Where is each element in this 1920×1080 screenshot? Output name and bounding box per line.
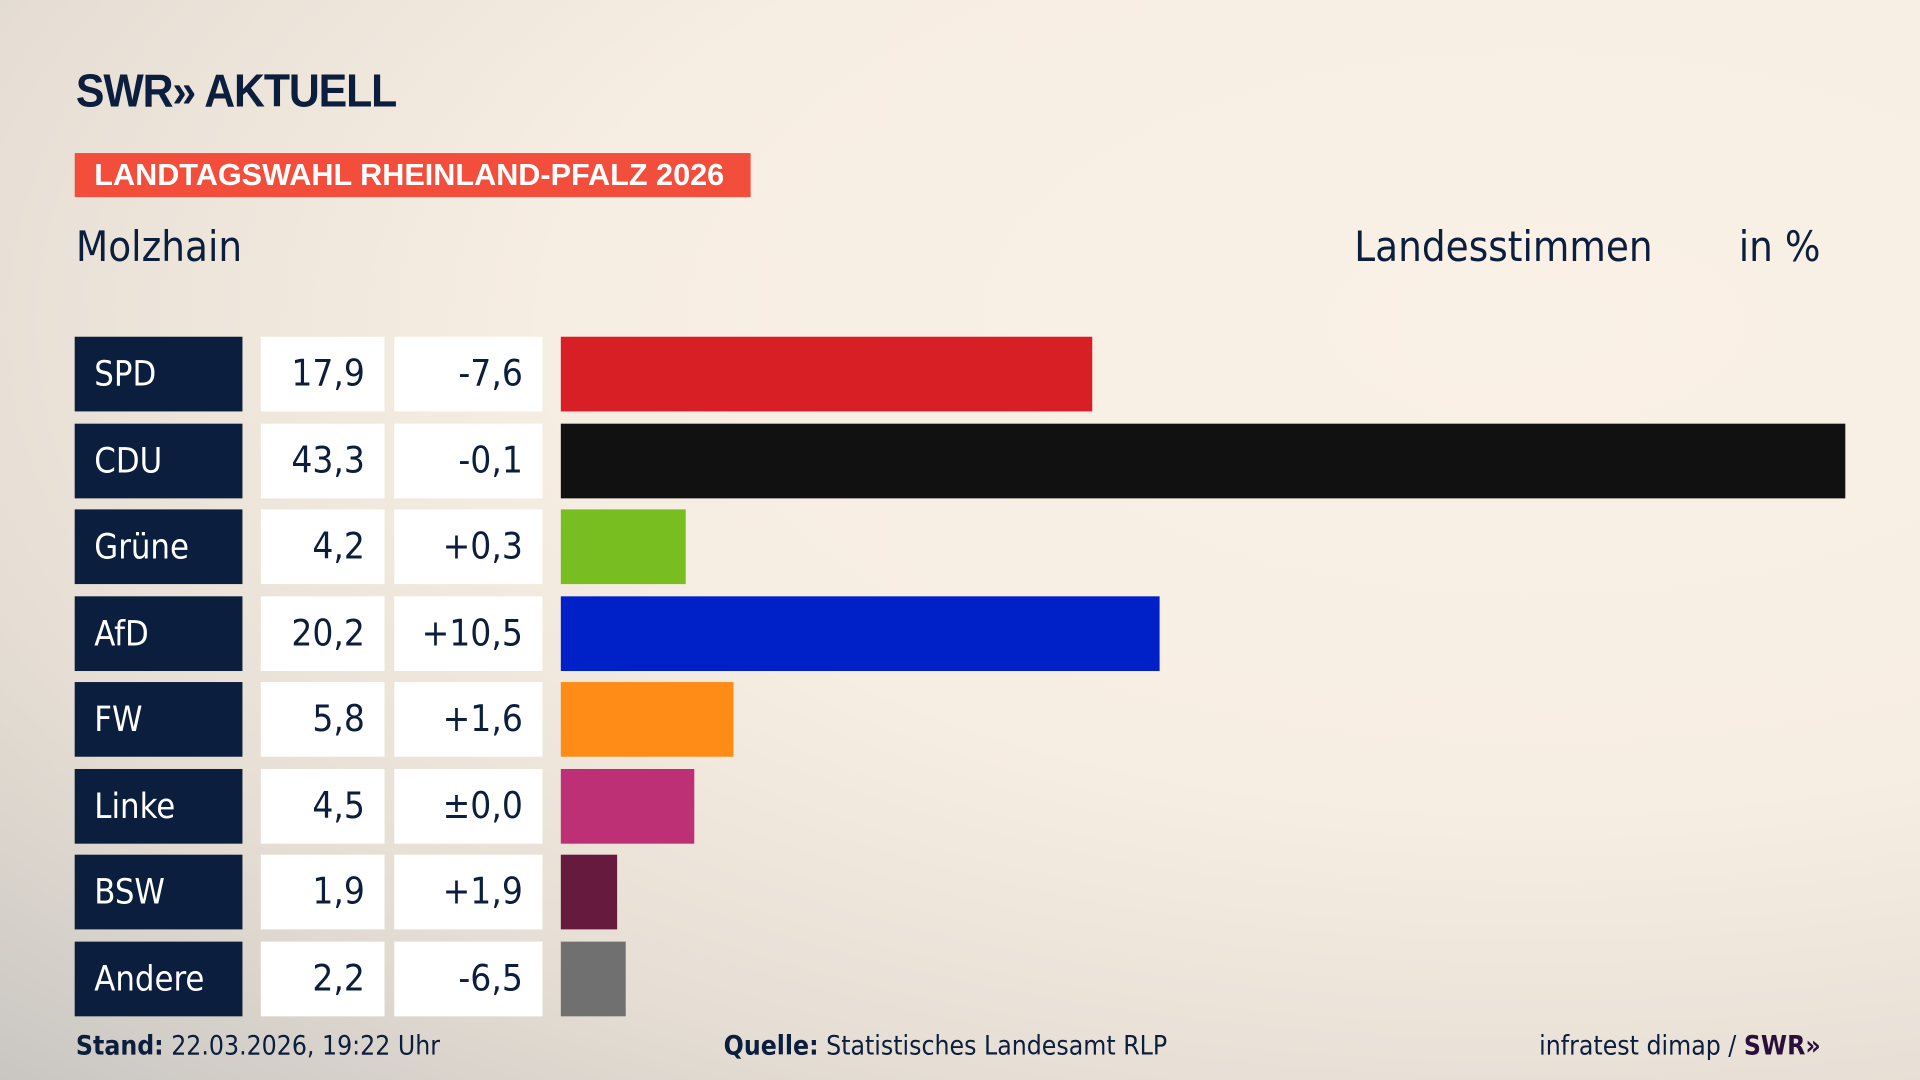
party-label: Andere (74, 941, 243, 1016)
party-label: FW (74, 682, 243, 757)
diff-label: +10,5 (394, 595, 543, 671)
source: Quelle: Statistisches Landesamt RLP (724, 1031, 1168, 1062)
vote-type: Landesstimmen (1354, 222, 1653, 272)
stand-value: 22.03.2026, 19:22 Uhr (171, 1031, 440, 1062)
bar (560, 336, 1092, 412)
value-label: 4,5 (260, 768, 385, 844)
party-label: BSW (74, 854, 243, 930)
value-label: 2,2 (260, 941, 385, 1016)
credit-text: infratest dimap / (1539, 1031, 1737, 1062)
value-label: 20,2 (260, 595, 385, 671)
bar (560, 682, 733, 757)
value-label: 17,9 (260, 336, 385, 412)
diff-label: +1,9 (394, 854, 543, 930)
source-label: Quelle: (723, 1031, 819, 1062)
bar (560, 595, 1161, 671)
bar (560, 423, 1846, 498)
stand-label: Stand: (75, 1031, 164, 1062)
source-value: Statistisches Landesamt RLP (826, 1031, 1168, 1062)
election-badge: LANDTAGSWAHL RHEINLAND-PFALZ 2026 (74, 153, 751, 198)
bar (560, 768, 695, 844)
bar (560, 854, 618, 930)
diff-label: +0,3 (394, 509, 543, 585)
diff-label: ±0,0 (394, 768, 543, 844)
diff-label: +1,6 (394, 682, 543, 757)
party-label: Grüne (74, 509, 243, 585)
party-label: AfD (74, 595, 243, 671)
credit: infratest dimap / SWR» (1539, 1031, 1820, 1062)
value-label: 1,9 (260, 854, 385, 930)
diff-label: -6,5 (394, 941, 543, 1016)
bar (560, 509, 686, 585)
party-label: SPD (74, 336, 243, 412)
timestamp: Stand: 22.03.2026, 19:22 Uhr (76, 1031, 440, 1062)
unit-label: in % (1738, 222, 1821, 272)
party-label: Linke (74, 768, 243, 844)
swr-footer-logo: SWR» (1743, 1031, 1821, 1062)
diff-label: -0,1 (394, 423, 543, 498)
diff-label: -7,6 (394, 336, 543, 412)
swr-aktuell-logo: SWR» AKTUELL (75, 66, 397, 118)
value-label: 43,3 (260, 423, 385, 498)
bar (560, 941, 627, 1016)
place-name: Molzhain (75, 222, 243, 272)
party-label: CDU (74, 423, 243, 498)
value-label: 5,8 (260, 682, 385, 757)
value-label: 4,2 (260, 509, 385, 585)
